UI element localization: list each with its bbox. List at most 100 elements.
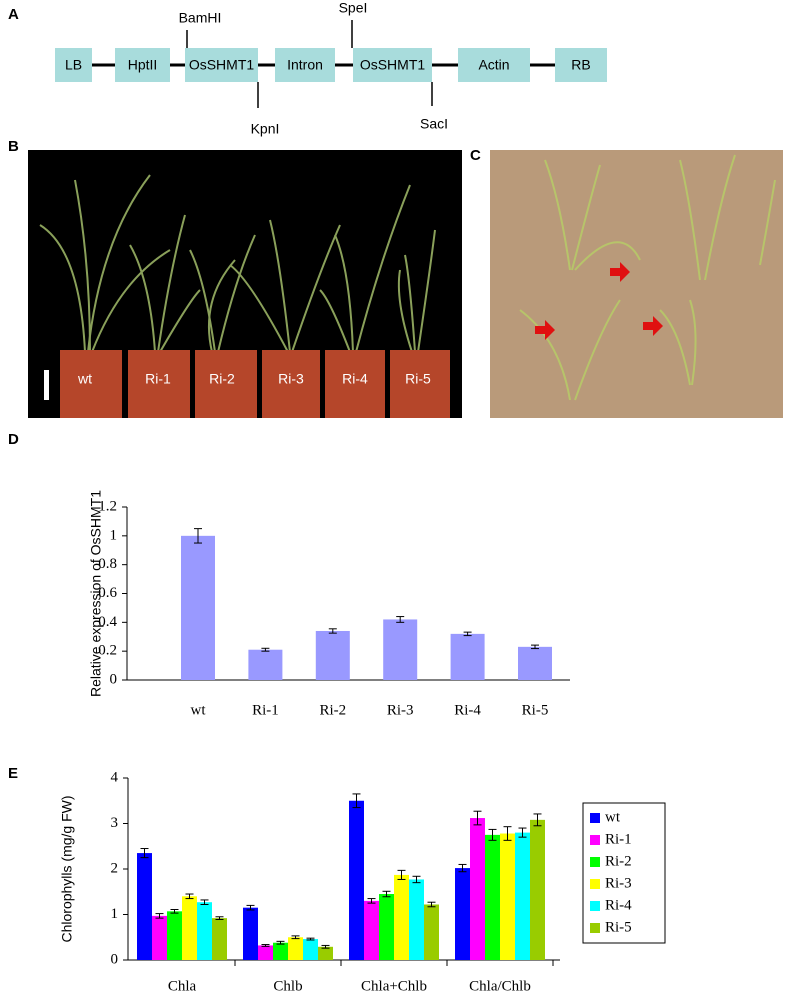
bar [137, 853, 152, 960]
construct-box [353, 48, 432, 82]
x-tick-label: Chlb [273, 978, 302, 994]
x-tick-label: Chla+Chlb [361, 978, 427, 994]
construct-box [115, 48, 170, 82]
bar [212, 918, 227, 960]
panel-letter: C [470, 147, 481, 164]
bar [364, 900, 379, 960]
site-label: KpnI [251, 121, 280, 137]
x-tick-label: Ri-3 [387, 702, 414, 718]
box-label: OsSHMT1 [360, 57, 426, 73]
legend-label: wt [605, 809, 621, 825]
bar [152, 915, 167, 960]
arrows [535, 262, 663, 340]
legend-swatch [590, 857, 600, 867]
bar [450, 633, 485, 680]
bar [530, 819, 545, 960]
site-label: SpeI [339, 0, 368, 16]
panel-letter: B [8, 138, 19, 155]
x-tick-label: Chla/Chlb [469, 978, 531, 994]
bar [409, 879, 424, 960]
photo [490, 150, 783, 418]
bar [181, 535, 215, 680]
legend-label: Ri-1 [605, 831, 632, 847]
construct-box [55, 48, 92, 82]
pot-label: Ri-1 [145, 371, 171, 387]
box-label: Actin [478, 57, 509, 73]
construct-box [555, 48, 607, 82]
y-tick-label: 3 [111, 815, 119, 831]
x-tick-label: Ri-2 [319, 702, 346, 718]
panel-letter: E [8, 765, 18, 782]
bar [167, 911, 182, 960]
y-tick-label: 0 [111, 951, 119, 967]
bar [197, 902, 212, 960]
y-tick-label: 2 [111, 860, 119, 876]
bar [349, 800, 364, 960]
bar [470, 818, 485, 960]
pot-label: Ri-5 [405, 371, 431, 387]
y-tick-label: 1 [110, 527, 118, 543]
bar [303, 939, 318, 960]
bar [248, 649, 283, 680]
bar [455, 868, 470, 960]
y-tick-label: 0.6 [98, 585, 117, 601]
pot-label: Ri-4 [342, 371, 368, 387]
plants [519, 154, 776, 401]
y-tick-label: 1 [111, 906, 119, 922]
plants [39, 174, 436, 353]
legend-label: Ri-2 [605, 853, 632, 869]
y-tick-label: 4 [111, 769, 119, 785]
pot-label: wt [77, 371, 92, 387]
bar [318, 946, 333, 960]
x-tick-label: wt [191, 702, 207, 718]
legend-label: Ri-4 [605, 897, 632, 913]
panel-letter: D [8, 431, 19, 448]
construct-box [185, 48, 258, 82]
box-label: LB [65, 57, 82, 73]
box-label: Intron [287, 57, 323, 73]
bar [273, 942, 288, 960]
y-tick-label: 0.2 [98, 643, 117, 659]
bar [315, 630, 350, 680]
panel-letter: A [8, 6, 19, 23]
x-tick-label: Ri-1 [252, 702, 279, 718]
scale-bar [44, 370, 49, 400]
bar [182, 896, 197, 960]
bar [518, 646, 552, 680]
pot-label: Ri-2 [209, 371, 235, 387]
legend-swatch [590, 879, 600, 889]
bar [243, 907, 258, 960]
bar [500, 833, 515, 960]
legend-label: Ri-5 [605, 919, 632, 935]
y-axis-label: Relative expression of OsSHMT1 [88, 490, 104, 697]
site-label: BamHI [179, 10, 222, 26]
box-label: HptII [128, 57, 158, 73]
legend-swatch [590, 923, 600, 933]
x-tick-label: Chla [168, 978, 197, 994]
construct-box [458, 48, 530, 82]
legend-label: Ri-3 [605, 875, 632, 891]
bar [485, 834, 500, 960]
bar [258, 945, 273, 960]
y-tick-label: 0.4 [98, 614, 117, 630]
pots [60, 350, 450, 418]
construct-box [275, 48, 335, 82]
legend-swatch [590, 835, 600, 845]
pot-label: Ri-3 [278, 371, 304, 387]
site-label: SacI [420, 116, 448, 132]
y-tick-label: 1.2 [98, 498, 117, 514]
bar [383, 619, 418, 680]
bar [515, 832, 530, 960]
y-tick-label: 0.8 [98, 556, 117, 572]
y-axis-label: Chlorophylls (mg/g FW) [59, 795, 75, 942]
x-tick-label: Ri-4 [454, 702, 481, 718]
bar [379, 894, 394, 960]
y-tick-label: 0 [110, 671, 118, 687]
legend-swatch [590, 813, 600, 823]
legend-box [582, 802, 666, 944]
legend-swatch [590, 901, 600, 911]
bar [424, 904, 439, 960]
box-label: RB [571, 57, 590, 73]
box-label: OsSHMT1 [189, 57, 255, 73]
